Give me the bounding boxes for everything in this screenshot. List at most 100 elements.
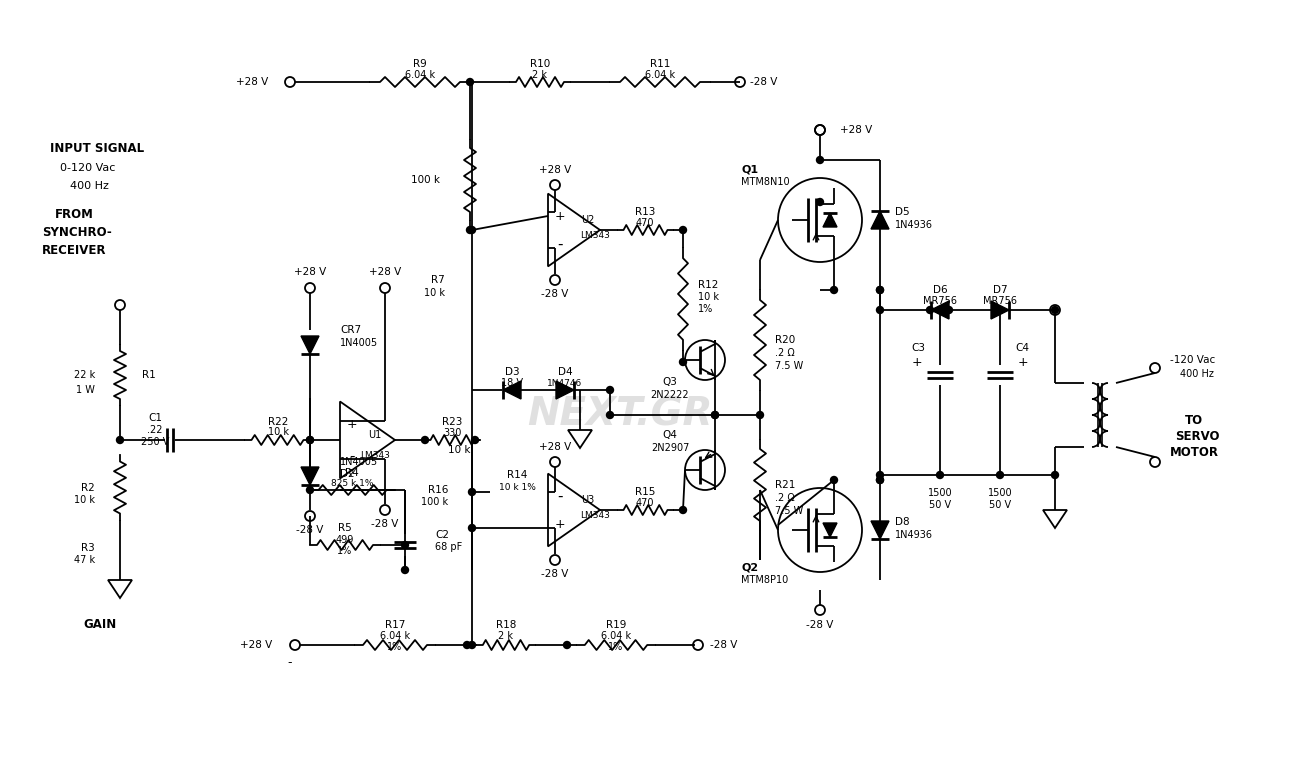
Text: 10 k: 10 k [698, 292, 719, 302]
Text: +: + [555, 518, 565, 531]
Text: C4: C4 [1015, 343, 1029, 353]
Text: R4: R4 [346, 468, 359, 478]
Circle shape [680, 226, 686, 233]
Circle shape [467, 226, 473, 233]
Circle shape [307, 486, 313, 493]
Circle shape [876, 476, 884, 483]
Text: 10 k 1%: 10 k 1% [498, 482, 535, 492]
Text: +28 V: +28 V [840, 125, 872, 135]
Text: C2: C2 [435, 530, 449, 540]
Text: SERVO: SERVO [1175, 430, 1219, 443]
Circle shape [937, 472, 943, 479]
Text: TO: TO [1186, 413, 1204, 426]
Text: 6.04 k: 6.04 k [405, 70, 435, 80]
Polygon shape [871, 211, 889, 229]
Text: U1: U1 [369, 430, 382, 440]
Text: .22: .22 [147, 425, 163, 435]
Text: FROM: FROM [55, 209, 94, 222]
Text: 1%: 1% [609, 642, 623, 652]
Text: +28 V: +28 V [240, 640, 272, 650]
Text: 7.5 W: 7.5 W [775, 506, 804, 516]
Circle shape [1051, 307, 1059, 314]
Circle shape [116, 436, 124, 443]
Text: D8: D8 [895, 517, 909, 527]
Text: MTM8N10: MTM8N10 [740, 177, 789, 187]
Circle shape [712, 412, 719, 419]
Text: 50 V: 50 V [989, 500, 1011, 510]
Text: MR756: MR756 [924, 296, 957, 306]
Text: 400 Hz: 400 Hz [70, 181, 108, 191]
Polygon shape [301, 336, 319, 354]
Text: R16: R16 [427, 485, 448, 495]
Text: 250 V: 250 V [141, 437, 169, 447]
Text: -28 V: -28 V [297, 525, 324, 535]
Circle shape [946, 307, 952, 314]
Text: R13: R13 [635, 207, 655, 217]
Text: R18: R18 [495, 620, 516, 630]
Text: -28 V: -28 V [710, 640, 738, 650]
Text: D3: D3 [504, 367, 520, 377]
Text: NEXT.GR: NEXT.GR [528, 396, 712, 434]
Polygon shape [823, 213, 837, 227]
Circle shape [680, 358, 686, 366]
Text: 6.04 k: 6.04 k [645, 70, 675, 80]
Text: 1 W: 1 W [76, 385, 95, 395]
Text: MOTOR: MOTOR [1170, 446, 1219, 459]
Text: +: + [555, 209, 565, 222]
Text: .2 Ω: .2 Ω [775, 348, 795, 358]
Text: 6.04 k: 6.04 k [381, 631, 410, 641]
Text: -: - [288, 657, 293, 670]
Text: D6: D6 [933, 285, 947, 295]
Circle shape [606, 387, 614, 393]
Text: +28 V: +28 V [236, 77, 268, 87]
Text: 47 k: 47 k [74, 555, 95, 565]
Text: 68 pF: 68 pF [435, 542, 462, 552]
Text: 100 k: 100 k [412, 175, 440, 185]
Text: 1N4005: 1N4005 [341, 457, 378, 467]
Text: R3: R3 [81, 543, 95, 553]
Text: +28 V: +28 V [539, 165, 571, 175]
Text: U3: U3 [582, 495, 595, 505]
Text: INPUT SIGNAL: INPUT SIGNAL [50, 141, 144, 154]
Circle shape [401, 567, 409, 574]
Text: 1N4005: 1N4005 [341, 338, 378, 348]
Text: 1500: 1500 [928, 488, 952, 498]
Polygon shape [931, 301, 949, 319]
Text: LM343: LM343 [580, 231, 610, 239]
Circle shape [1051, 472, 1059, 479]
Text: 1%: 1% [338, 546, 352, 556]
Text: R2: R2 [81, 483, 95, 493]
Text: 2 k: 2 k [498, 631, 513, 641]
Text: RECEIVER: RECEIVER [43, 245, 107, 258]
Text: -120 Vac: -120 Vac [1170, 355, 1215, 365]
Circle shape [831, 476, 837, 483]
Text: -: - [350, 449, 355, 463]
Text: R12: R12 [698, 280, 719, 290]
Circle shape [876, 472, 884, 479]
Text: MTM8P10: MTM8P10 [742, 575, 788, 585]
Text: C3: C3 [911, 343, 925, 353]
Text: Q3: Q3 [663, 377, 677, 387]
Text: 330: 330 [442, 428, 462, 438]
Circle shape [468, 525, 476, 532]
Polygon shape [991, 301, 1009, 319]
Text: U2: U2 [582, 215, 595, 225]
Text: R21: R21 [775, 480, 796, 490]
Text: D5: D5 [895, 207, 909, 217]
Text: LM343: LM343 [580, 511, 610, 519]
Text: R14: R14 [507, 470, 528, 480]
Text: +28 V: +28 V [294, 267, 326, 277]
Text: 470: 470 [636, 218, 654, 228]
Text: 499: 499 [335, 535, 355, 545]
Circle shape [756, 412, 764, 419]
Circle shape [831, 287, 837, 294]
Text: -28 V: -28 V [372, 519, 399, 529]
Text: Q4: Q4 [663, 430, 677, 440]
Text: R11: R11 [650, 59, 671, 69]
Circle shape [467, 78, 473, 85]
Polygon shape [301, 467, 319, 485]
Text: D4: D4 [557, 367, 573, 377]
Circle shape [468, 641, 476, 649]
Text: 1500: 1500 [988, 488, 1013, 498]
Text: 1N4936: 1N4936 [895, 220, 933, 230]
